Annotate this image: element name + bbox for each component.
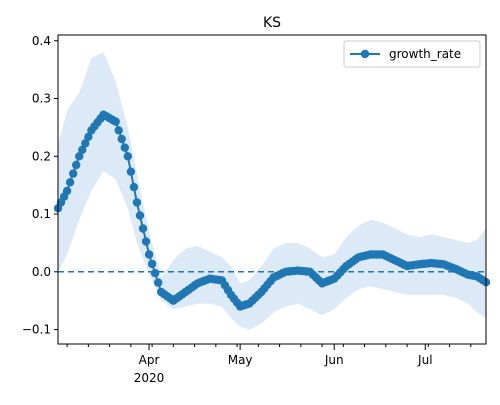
confidence-band: [58, 52, 486, 330]
data-point: [132, 198, 142, 207]
x-tick-sublabel: 2020: [134, 371, 165, 385]
data-point: [114, 126, 123, 135]
y-tick-label: 0.1: [32, 207, 51, 221]
axes-layer: −0.1 0.0 0.1 0.2 0.3 0.4 Apr 2020 May Jun Jul: [22, 34, 487, 385]
legend: growth_rate: [343, 40, 481, 68]
legend-swatch-marker: [360, 49, 370, 59]
data-point: [65, 178, 75, 187]
y-tick-label: 0.4: [32, 34, 51, 48]
data-point: [123, 152, 132, 161]
data-point: [150, 269, 160, 278]
data-point: [144, 250, 154, 259]
data-point: [75, 152, 84, 161]
series-points-layer: [53, 110, 491, 311]
data-point: [62, 186, 72, 196]
data-point: [126, 167, 136, 176]
data-point: [120, 143, 129, 152]
data-point: [135, 211, 145, 220]
confidence-band-layer: [58, 52, 486, 330]
y-tick-label: −0.1: [22, 323, 51, 337]
data-point: [69, 169, 78, 178]
chart-title: KS: [263, 15, 281, 31]
legend-label: growth_rate: [389, 47, 461, 61]
data-point: [81, 139, 90, 148]
data-point: [141, 237, 151, 246]
x-tick-label: May: [228, 353, 253, 367]
x-tick-label: Jun: [324, 353, 344, 367]
data-point: [78, 145, 87, 154]
data-point: [138, 224, 148, 233]
y-tick-label: 0.2: [32, 149, 51, 163]
legend-box: [343, 40, 481, 68]
x-tick-label: Jul: [417, 353, 432, 367]
data-point: [72, 160, 81, 170]
data-point: [129, 182, 139, 192]
data-point: [147, 259, 157, 269]
data-point: [111, 117, 120, 126]
data-point: [84, 132, 93, 141]
x-tick-label: Apr: [139, 353, 160, 367]
plot-frame: [57, 34, 487, 345]
data-point: [117, 134, 126, 144]
y-tick-label: 0.0: [32, 265, 51, 279]
data-point: [154, 278, 163, 287]
y-tick-label: 0.3: [32, 92, 51, 106]
